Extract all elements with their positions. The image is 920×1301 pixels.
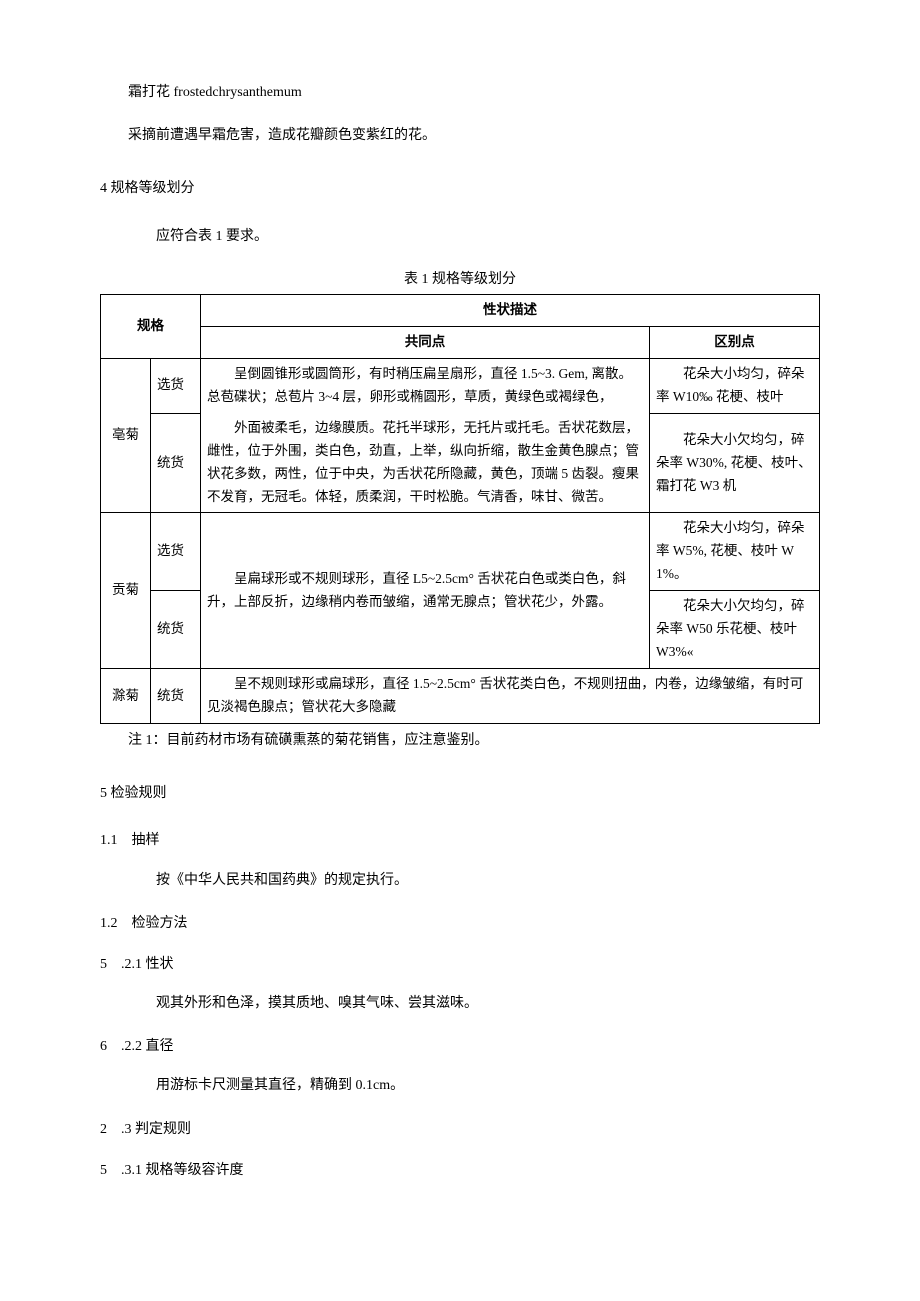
section-5-heading: 5 检验规则 — [100, 781, 820, 806]
table-row: 滁菊 统货 呈不规则球形或扁球形，直径 1.5~2.5cm° 舌状花类白色，不规… — [101, 669, 820, 724]
section-4-req: 应符合表 1 要求。 — [128, 224, 820, 249]
section-5-2-2-body: 用游标卡尺测量其直径，精确到 0.1cm。 — [128, 1073, 820, 1098]
th-common: 共同点 — [201, 326, 650, 358]
cell-gongju-sel: 选货 — [151, 513, 201, 591]
cell-gongju-name: 贡菊 — [101, 513, 151, 669]
cell-chuju-name: 滁菊 — [101, 669, 151, 724]
cell-gongju-diff-sel: 花朵大小均匀，碎朵率 W5%, 花梗、枝叶 W1%。 — [650, 513, 820, 591]
cell-gongju-tong: 统货 — [151, 591, 201, 669]
cell-gongju-diff-tong: 花朵大小欠均匀，碎朵率 W50 乐花梗、枝叶 W3%« — [650, 591, 820, 669]
cell-boju-common-mid: 外面被柔毛，边缘膜质。花托半球形，无托片或托毛。舌状花数层，雌性，位于外围，类白… — [201, 413, 650, 513]
cell-chuju-tong: 统货 — [151, 669, 201, 724]
table-1-caption: 表 1 规格等级划分 — [100, 267, 820, 292]
section-5-1-body: 按《中华人民共和国药典》的规定执行。 — [128, 868, 820, 893]
term-desc: 采摘前遭遇早霜危害，造成花瓣颜色变紫红的花。 — [100, 123, 820, 148]
spec-table: 规格 性状描述 共同点 区别点 亳菊 选货 呈倒圆锥形或圆筒形，有时稍压扁呈扇形… — [100, 294, 820, 724]
cell-chuju-common: 呈不规则球形或扁球形，直径 1.5~2.5cm° 舌状花类白色，不规则扭曲，内卷… — [201, 669, 820, 724]
section-4-heading: 4 规格等级划分 — [100, 176, 820, 201]
table-note: 注 1：目前药材市场有硫磺熏蒸的菊花销售，应注意鉴别。 — [100, 728, 820, 753]
table-row: 贡菊 选货 呈扁球形或不规则球形，直径 L5~2.5cm° 舌状花白色或类白色，… — [101, 513, 820, 591]
cell-gongju-common: 呈扁球形或不规则球形，直径 L5~2.5cm° 舌状花白色或类白色，斜升，上部反… — [201, 513, 650, 669]
section-5-3-heading: 2 .3 判定规则 — [100, 1117, 820, 1142]
term-line: 霜打花 frostedchrysanthemum — [100, 80, 820, 105]
cell-boju-name: 亳菊 — [101, 358, 151, 513]
table-header-row-1: 规格 性状描述 — [101, 294, 820, 326]
section-5-2-1-heading: 5 .2.1 性状 — [100, 952, 820, 977]
section-5-2-heading: 1.2 检验方法 — [100, 911, 820, 936]
table-header-row-2: 共同点 区别点 — [101, 326, 820, 358]
cell-boju-tong: 统货 — [151, 413, 201, 513]
section-5-2-2-heading: 6 .2.2 直径 — [100, 1034, 820, 1059]
section-5-3-1-heading: 5 .3.1 规格等级容许度 — [100, 1158, 820, 1183]
cell-boju-common-top: 呈倒圆锥形或圆筒形，有时稍压扁呈扇形，直径 1.5~3. Gem, 离散。总苞碟… — [201, 358, 650, 412]
section-5-1-heading: 1.1 抽样 — [100, 828, 820, 853]
th-diff: 区别点 — [650, 326, 820, 358]
th-desc: 性状描述 — [201, 294, 820, 326]
cell-boju-diff-tong: 花朵大小欠均匀，碎朵率 W30%, 花梗、枝叶、霜打花 W3 机 — [650, 413, 820, 513]
section-5-2-1-body: 观其外形和色泽，摸其质地、嗅其气味、尝其滋味。 — [128, 991, 820, 1016]
cell-boju-diff-sel: 花朵大小均匀，碎朵率 W10‰ 花梗、枝叶 — [650, 358, 820, 413]
cell-boju-sel: 选货 — [151, 358, 201, 413]
table-row: 亳菊 选货 呈倒圆锥形或圆筒形，有时稍压扁呈扇形，直径 1.5~3. Gem, … — [101, 358, 820, 412]
th-spec: 规格 — [101, 294, 201, 358]
document-page: 霜打花 frostedchrysanthemum 采摘前遭遇早霜危害，造成花瓣颜… — [0, 0, 920, 1301]
